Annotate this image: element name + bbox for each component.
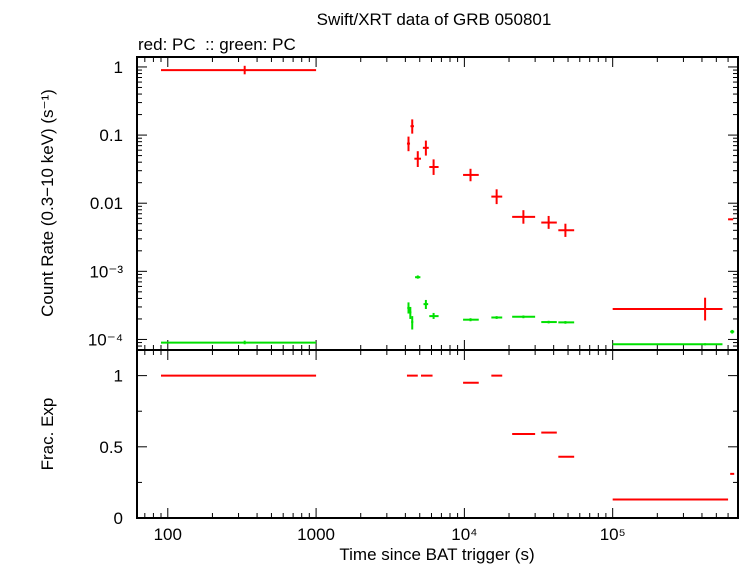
x-tick-label: 10⁵ bbox=[600, 525, 626, 544]
series-green bbox=[161, 275, 735, 346]
bottom-panel-data bbox=[161, 374, 735, 501]
data-point bbox=[410, 119, 414, 134]
data-point bbox=[541, 320, 557, 324]
x-tick-label: 10⁴ bbox=[451, 525, 477, 544]
y-tick-label: 1 bbox=[114, 58, 123, 77]
data-point bbox=[406, 136, 411, 152]
y-tick-label: 10⁻³ bbox=[89, 262, 123, 281]
bottom-panel: 100 1000 10⁴ 10⁵ 0 0.5 1 Frac. Exp Time since … bbox=[38, 349, 739, 564]
y-tick-label: 0.1 bbox=[99, 126, 123, 145]
data-point bbox=[411, 316, 414, 330]
x-tick-label: 100 bbox=[154, 525, 182, 544]
data-point bbox=[414, 151, 422, 167]
x-tick-label: 1000 bbox=[297, 525, 335, 544]
data-point bbox=[491, 189, 503, 205]
bottom-y-axis-label: Frac. Exp bbox=[38, 398, 57, 471]
y-tick-label: 0.01 bbox=[90, 194, 123, 213]
data-point bbox=[558, 321, 575, 324]
chart-subtitle: red: PC :: green: PC bbox=[138, 35, 296, 54]
data-point bbox=[612, 343, 723, 346]
top-panel-axes: 1 0.1 0.01 10⁻³ 10⁻⁴ bbox=[88, 57, 739, 351]
data-point bbox=[161, 340, 317, 345]
data-point bbox=[512, 210, 536, 224]
bottom-panel-axes: 100 1000 10⁴ 10⁵ 0 0.5 1 bbox=[99, 350, 739, 544]
series-frac-exp bbox=[161, 374, 735, 501]
data-point bbox=[415, 275, 421, 279]
data-point bbox=[491, 316, 503, 319]
data-point bbox=[612, 297, 723, 321]
series-red bbox=[161, 65, 734, 321]
data-point bbox=[422, 140, 429, 156]
y-tick-label: 0.5 bbox=[99, 438, 123, 457]
top-panel: 1 0.1 0.01 10⁻³ 10⁻⁴ Count Rate (0.3−10 keV)… bbox=[38, 56, 739, 351]
chart-title: Swift/XRT data of GRB 050801 bbox=[317, 10, 552, 29]
data-point bbox=[409, 306, 412, 319]
data-point bbox=[407, 302, 410, 314]
y-tick-label: 1 bbox=[114, 367, 123, 386]
data-point bbox=[423, 299, 429, 309]
data-point bbox=[730, 329, 735, 334]
data-point bbox=[541, 215, 557, 229]
top-panel-data bbox=[161, 65, 735, 346]
top-y-axis-label: Count Rate (0.3−10 keV) (s⁻¹) bbox=[38, 89, 57, 317]
y-tick-label: 10⁻⁴ bbox=[88, 330, 123, 349]
data-point bbox=[512, 315, 536, 319]
data-point bbox=[463, 168, 479, 182]
data-point bbox=[558, 223, 575, 237]
y-tick-label: 0 bbox=[114, 509, 123, 528]
data-point bbox=[161, 65, 317, 75]
data-point bbox=[429, 312, 439, 319]
x-axis-label: Time since BAT trigger (s) bbox=[339, 545, 534, 564]
data-point bbox=[429, 159, 439, 175]
bottom-panel-frame bbox=[136, 349, 739, 519]
data-point bbox=[463, 318, 479, 322]
top-panel-frame bbox=[136, 56, 739, 351]
